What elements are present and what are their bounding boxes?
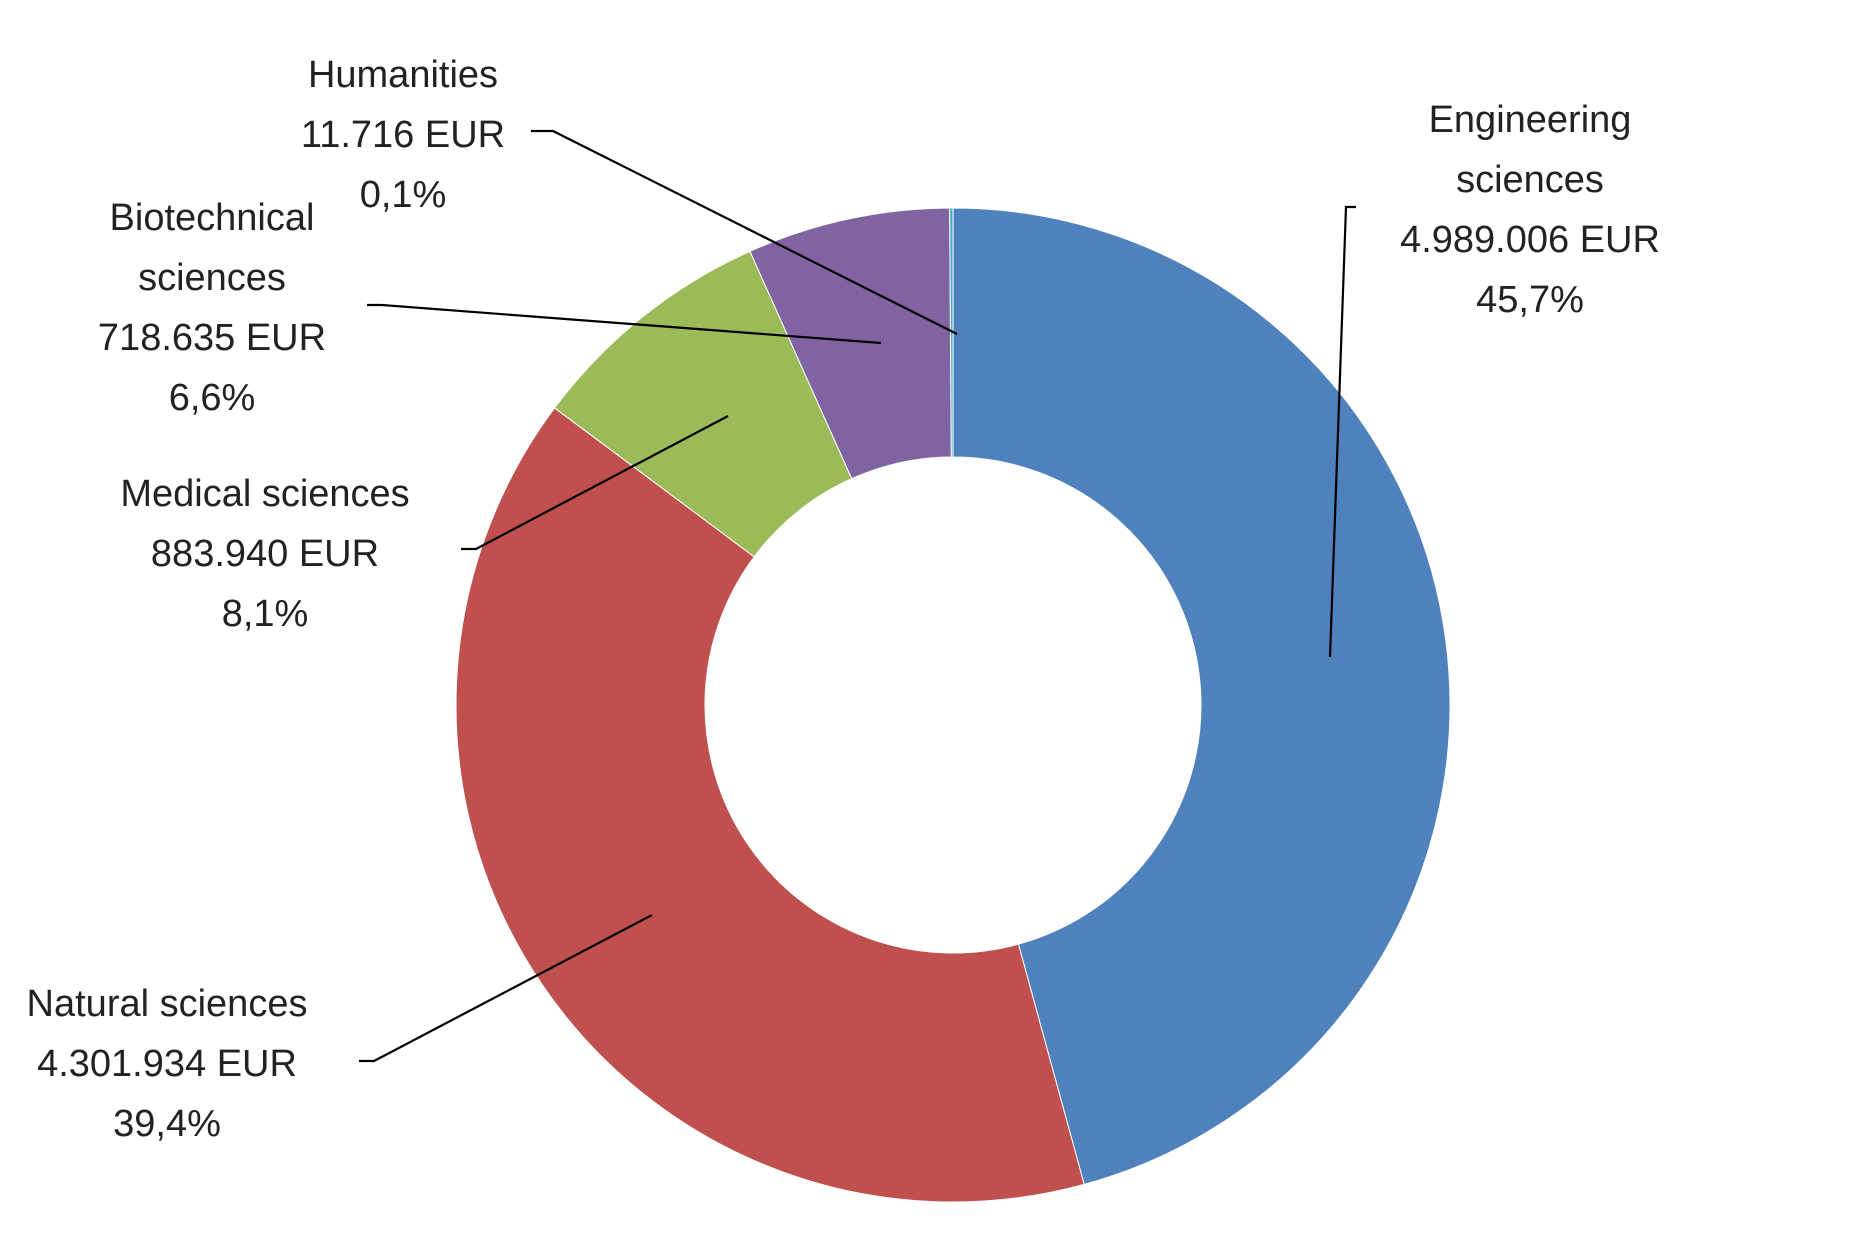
data-label-natural-sciences: Natural sciences 4.301.934 EUR 39,4% (27, 983, 308, 1145)
category-label: sciences (138, 257, 286, 299)
slice-engineering-sciences (952, 207, 1451, 1185)
slice-humanities (949, 207, 954, 458)
value-label: 11.716 EUR (301, 114, 505, 156)
slice-natural-sciences (455, 407, 1085, 1203)
percent-label: 0,1% (360, 174, 447, 216)
category-label: Medical sciences (120, 473, 409, 515)
value-label: 4.301.934 EUR (37, 1043, 297, 1085)
leader-line-natural-sciences (359, 914, 653, 1063)
category-label: Natural sciences (27, 983, 308, 1025)
data-label-medical-sciences: Medical sciences 883.940 EUR 8,1% (120, 473, 409, 635)
data-label-biotechnical-sciences: Biotechnical sciences 718.635 EUR 6,6% (98, 197, 326, 419)
data-labels-layer: Engineering sciences 4.989.006 EUR 45,7% Nat… (27, 54, 1660, 1145)
category-label: sciences (1456, 159, 1604, 201)
leader-line-biotechnical-sciences (367, 303, 882, 345)
percent-label: 39,4% (113, 1103, 221, 1145)
percent-label: 8,1% (222, 593, 309, 635)
data-label-engineering-sciences: Engineering sciences 4.989.006 EUR 45,7% (1400, 99, 1660, 321)
percent-label: 6,6% (169, 377, 256, 419)
leader-line-medical-sciences (461, 415, 729, 551)
category-label: Biotechnical (110, 197, 315, 239)
slices-layer (455, 207, 1451, 1203)
category-label: Humanities (308, 54, 498, 96)
value-label: 883.940 EUR (151, 533, 379, 575)
leader-line-engineering-sciences (1328, 205, 1356, 658)
data-label-humanities: Humanities 11.716 EUR 0,1% (301, 54, 505, 216)
leader-lines-layer (359, 129, 1356, 1063)
value-label: 718.635 EUR (98, 317, 326, 359)
category-label: Engineering (1429, 99, 1632, 141)
percent-label: 45,7% (1476, 279, 1584, 321)
leader-line-humanities (531, 129, 958, 335)
value-label: 4.989.006 EUR (1400, 219, 1660, 261)
